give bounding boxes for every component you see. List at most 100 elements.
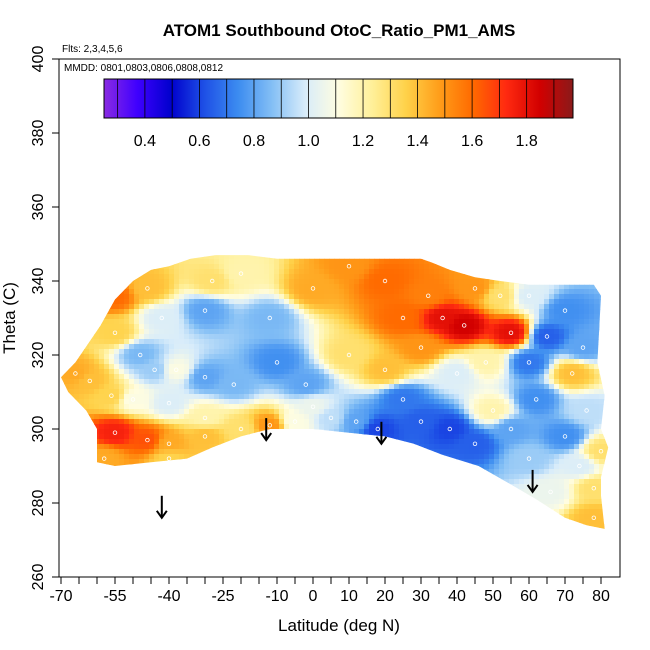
heatmap-cell	[249, 319, 255, 325]
heatmap-cell	[254, 559, 260, 565]
heatmap-cell	[59, 244, 65, 250]
heatmap-cell	[224, 359, 230, 365]
heatmap-cell	[114, 444, 120, 450]
heatmap-cell	[184, 274, 190, 280]
heatmap-cell	[59, 134, 65, 140]
heatmap-cell	[139, 229, 145, 235]
heatmap-cell	[134, 524, 140, 529]
heatmap-cell	[274, 194, 280, 200]
heatmap-cell	[204, 324, 210, 330]
heatmap-cell	[154, 529, 160, 535]
heatmap-cell	[164, 234, 170, 240]
heatmap-cell	[84, 174, 90, 180]
heatmap-cell	[94, 499, 100, 505]
heatmap-cell	[104, 329, 110, 335]
heatmap-cell	[69, 224, 75, 230]
heatmap-cell	[59, 539, 65, 545]
heatmap-cell	[61, 479, 65, 485]
heatmap-cell	[109, 289, 115, 295]
heatmap-cell	[164, 349, 170, 355]
heatmap-cell	[164, 184, 170, 190]
heatmap-cell	[234, 194, 240, 200]
heatmap-cell	[144, 199, 150, 205]
heatmap-cell	[254, 259, 260, 265]
heatmap-cell	[69, 219, 75, 225]
heatmap-cell	[264, 354, 270, 360]
heatmap-cell	[169, 549, 175, 555]
heatmap-cell	[204, 344, 210, 350]
heatmap-cell	[144, 559, 150, 565]
heatmap-cell	[89, 279, 95, 285]
heatmap-cell	[264, 484, 270, 490]
heatmap-cell	[104, 389, 110, 395]
heatmap-cell	[129, 339, 135, 345]
heatmap-cell	[79, 379, 85, 385]
heatmap-cell	[294, 449, 300, 455]
heatmap-cell	[249, 439, 255, 445]
heatmap-cell	[134, 309, 140, 315]
heatmap-cell	[184, 119, 190, 125]
heatmap-cell	[99, 499, 105, 505]
heatmap-cell	[94, 559, 100, 565]
heatmap-cell	[104, 249, 110, 255]
heatmap-cell	[279, 369, 285, 375]
heatmap-cell	[219, 524, 225, 529]
heatmap-cell	[61, 464, 65, 470]
heatmap-cell	[294, 549, 300, 555]
heatmap-cell	[184, 554, 190, 560]
heatmap-cell	[164, 484, 170, 490]
heatmap-cell	[129, 159, 135, 165]
heatmap-cell	[199, 519, 205, 525]
heatmap-cell	[84, 499, 90, 505]
heatmap-cell	[189, 189, 195, 195]
heatmap-cell	[74, 174, 80, 180]
heatmap-cell	[114, 319, 120, 325]
heatmap-cell	[259, 424, 265, 430]
heatmap-cell	[294, 219, 300, 225]
heatmap-cell	[169, 259, 175, 265]
heatmap-cell	[159, 269, 165, 275]
heatmap-cell	[89, 389, 95, 395]
heatmap-cell	[249, 329, 255, 335]
heatmap-cell	[139, 154, 145, 160]
heatmap-cell	[139, 159, 145, 165]
heatmap-cell	[159, 414, 165, 420]
heatmap-cell	[214, 329, 220, 335]
heatmap-cell	[89, 154, 95, 160]
heatmap-cell	[179, 314, 185, 320]
heatmap-cell	[139, 234, 145, 240]
heatmap-cell	[109, 339, 115, 345]
heatmap-cell	[239, 169, 245, 175]
heatmap-cell	[109, 539, 115, 545]
heatmap-cell	[159, 209, 165, 215]
heatmap-cell	[74, 294, 80, 300]
heatmap-cell	[294, 554, 300, 560]
heatmap-cell	[114, 129, 120, 135]
heatmap-cell	[104, 459, 110, 465]
heatmap-cell	[159, 359, 165, 365]
heatmap-cell	[224, 264, 230, 270]
heatmap-cell	[279, 294, 285, 300]
heatmap-cell	[164, 304, 170, 310]
heatmap-cell	[94, 284, 100, 290]
heatmap-cell	[174, 214, 180, 220]
heatmap-cell	[204, 369, 210, 375]
heatmap-cell	[64, 324, 70, 330]
heatmap-cell	[174, 144, 180, 150]
heatmap-cell	[224, 219, 230, 225]
heatmap-cell	[144, 229, 150, 235]
heatmap-cell	[184, 329, 190, 335]
heatmap-cell	[249, 164, 255, 170]
heatmap-cell	[184, 349, 190, 355]
heatmap-cell	[234, 259, 240, 265]
heatmap-cell	[269, 149, 275, 155]
heatmap-cell	[199, 159, 205, 165]
heatmap-cell	[74, 109, 80, 115]
heatmap-cell	[99, 529, 105, 535]
heatmap-cell	[259, 464, 265, 470]
heatmap-cell	[99, 189, 105, 195]
heatmap-cell	[289, 324, 295, 330]
heatmap-cell	[144, 194, 150, 200]
heatmap-cell	[149, 559, 155, 565]
heatmap-cell	[154, 394, 160, 400]
